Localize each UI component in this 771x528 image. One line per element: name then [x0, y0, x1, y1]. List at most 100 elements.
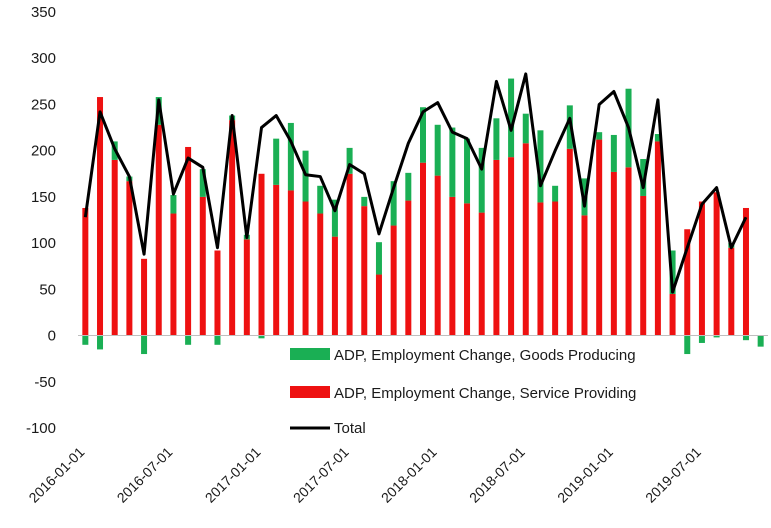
service-bar: [111, 159, 118, 336]
goods-bar: [449, 127, 456, 197]
goods-bar: [596, 132, 603, 140]
service-bar: [390, 225, 397, 336]
service-bar: [537, 202, 544, 336]
service-bar: [552, 201, 559, 336]
x-tick-label: 2017-01-01: [202, 444, 264, 506]
y-tick-label: 150: [31, 189, 56, 206]
goods-bar: [82, 335, 89, 345]
service-bar: [185, 146, 192, 336]
legend-swatch-service: [290, 386, 330, 398]
service-bar: [698, 201, 705, 336]
service-bar: [713, 192, 720, 336]
service-bar: [566, 148, 573, 336]
goods-bar: [522, 113, 529, 144]
x-tick-label: 2018-01-01: [378, 444, 440, 506]
service-bar: [82, 207, 89, 336]
goods-bar: [287, 122, 294, 191]
service-bar: [522, 143, 529, 336]
service-bar: [97, 97, 104, 336]
service-bar: [405, 200, 412, 336]
goods-bar: [757, 335, 764, 347]
service-bar: [155, 124, 162, 336]
service-bar: [229, 120, 236, 336]
goods-bar: [273, 138, 280, 185]
legend-label-total: Total: [334, 420, 366, 437]
total-line-layer: [83, 72, 748, 294]
service-bar: [684, 229, 691, 336]
x-tick-label: 2016-01-01: [26, 444, 88, 506]
goods-bar: [258, 335, 265, 339]
service-bar: [375, 274, 382, 336]
x-tick-label: 2019-01-01: [554, 444, 616, 506]
service-bar: [302, 201, 309, 336]
service-bar: [508, 157, 515, 336]
service-bar: [581, 215, 588, 336]
y-tick-label: 100: [31, 235, 56, 252]
service-bar: [170, 213, 177, 336]
goods-bar: [361, 196, 368, 207]
total-line: [83, 72, 748, 294]
service-bar: [728, 247, 735, 336]
legend-swatch-goods: [290, 348, 330, 360]
service-bar: [669, 293, 676, 336]
service-bar: [493, 159, 500, 336]
goods-bar: [420, 107, 426, 163]
goods-bar: [537, 130, 544, 203]
y-tick-label: 0: [48, 328, 56, 345]
x-tick-label: 2016-07-01: [114, 444, 176, 506]
y-tick-label: 250: [31, 96, 56, 113]
service-bar: [420, 162, 426, 336]
service-bar: [331, 236, 338, 336]
goods-bar: [464, 138, 471, 204]
service-bar: [640, 195, 647, 336]
goods-bar: [552, 185, 559, 202]
goods-bar: [97, 335, 104, 350]
service-bar: [126, 181, 133, 336]
x-tick-label: 2019-07-01: [642, 444, 704, 506]
goods-bar: [141, 335, 148, 355]
goods-bar: [317, 185, 324, 214]
goods-bar: [434, 124, 441, 176]
service-bar: [317, 213, 324, 336]
y-tick-label: 200: [31, 143, 56, 160]
service-bar: [214, 250, 221, 336]
y-tick-label: 50: [39, 281, 56, 298]
service-bar: [449, 196, 456, 336]
goods-bar: [331, 199, 338, 237]
y-tick-label: -100: [26, 420, 56, 437]
goods-bar: [698, 335, 705, 343]
goods-bar: [493, 118, 500, 160]
x-tick-label: 2017-07-01: [290, 444, 352, 506]
goods-bar: [478, 147, 485, 213]
legend-label-goods: ADP, Employment Change, Goods Producing: [334, 347, 636, 364]
goods-bar: [346, 147, 353, 174]
goods-bar: [390, 181, 397, 226]
goods-bar: [508, 78, 515, 158]
goods-bar: [640, 158, 647, 196]
y-tick-label: 300: [31, 50, 56, 67]
legend-label-service: ADP, Employment Change, Service Providin…: [334, 385, 636, 402]
goods-bar: [713, 335, 720, 338]
bars-layer: [82, 78, 764, 355]
x-tick-label: 2018-07-01: [466, 444, 528, 506]
goods-bar: [214, 335, 221, 345]
goods-bar: [669, 250, 676, 294]
service-bar: [654, 141, 661, 336]
goods-bar: [684, 335, 691, 355]
service-bar: [141, 258, 148, 336]
service-bar: [199, 196, 206, 336]
service-bar: [273, 184, 280, 336]
goods-bar: [199, 169, 206, 197]
service-bar: [434, 175, 441, 336]
goods-bar: [742, 335, 749, 341]
y-tick-label: 350: [31, 4, 56, 21]
goods-bar: [170, 195, 177, 214]
goods-bar: [654, 134, 661, 142]
goods-bar: [375, 242, 382, 275]
goods-bar: [610, 134, 617, 172]
service-bar: [346, 173, 353, 336]
service-bar: [625, 167, 632, 336]
service-bar: [287, 190, 294, 336]
service-bar: [361, 206, 368, 336]
